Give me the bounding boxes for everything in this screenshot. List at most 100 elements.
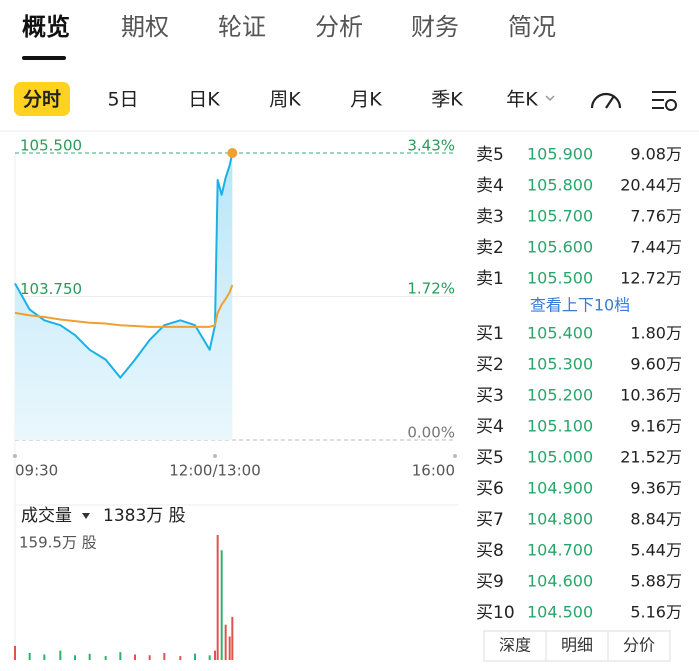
level-price: 105.100 (527, 417, 593, 436)
tab-button-label[interactable]: 深度 (499, 636, 531, 655)
price-area (15, 153, 233, 440)
level-label: 买5 (476, 448, 504, 468)
period-active-bg (14, 82, 70, 116)
dropdown-arrow (545, 95, 555, 102)
volume-bar (14, 645, 16, 660)
period-tab[interactable]: 5日 (107, 89, 138, 111)
level-volume: 9.36万 (630, 479, 682, 498)
volume-bar (179, 656, 182, 660)
tab[interactable]: 概览 (22, 13, 70, 41)
period-tab[interactable]: 季K (431, 89, 463, 111)
level-label: 卖4 (476, 176, 504, 196)
level-volume: 9.08万 (630, 145, 682, 164)
level-label: 买9 (476, 572, 504, 592)
level-price: 105.400 (527, 324, 593, 343)
level-label: 买10 (476, 603, 515, 623)
period-tab[interactable]: 日K (188, 89, 220, 111)
level-label: 买4 (476, 417, 504, 437)
level-price: 104.800 (527, 510, 593, 529)
volume-bar (43, 654, 46, 660)
level-volume: 5.88万 (630, 572, 682, 591)
volume-max-label: 159.5万 股 (19, 534, 97, 552)
tab-button[interactable] (483, 630, 547, 662)
volume-bar (214, 650, 216, 660)
level-volume: 21.52万 (620, 448, 682, 467)
volume-dropdown[interactable] (82, 513, 90, 519)
y-tick-label: 105.500 (20, 137, 82, 155)
level-price: 104.900 (527, 479, 593, 498)
x-tick-label: 16:00 (412, 462, 455, 480)
x-tick-label: 12:00/13:00 (169, 462, 261, 480)
period-tab[interactable]: 年K (506, 89, 538, 111)
indicator-icon[interactable] (590, 92, 622, 109)
volume-bar (220, 550, 223, 660)
tab-button-label[interactable]: 分价 (623, 636, 655, 655)
tab[interactable]: 期权 (121, 13, 169, 41)
level-price: 104.600 (527, 572, 593, 591)
x-tick-dot (13, 454, 17, 458)
level-volume: 7.44万 (630, 238, 682, 257)
level-price: 104.500 (527, 603, 593, 622)
tab-underline (22, 56, 66, 60)
y2-tick-label: 1.72% (407, 280, 455, 298)
average-line (14, 284, 234, 328)
volume-bar (148, 655, 151, 660)
volume-bar (163, 652, 166, 660)
x-tick-dot (453, 454, 457, 458)
settings-icon[interactable] (652, 91, 677, 111)
level-price: 105.300 (527, 355, 593, 374)
volume-bar (208, 655, 211, 660)
level-label: 卖5 (476, 145, 504, 165)
tab-button-label[interactable]: 明细 (561, 636, 593, 655)
level-price: 105.600 (527, 238, 593, 257)
volume-bar (59, 650, 62, 660)
level-volume: 5.44万 (630, 541, 682, 560)
tab[interactable]: 分析 (315, 13, 363, 41)
volume-bar (134, 654, 136, 660)
tab-button[interactable] (607, 630, 671, 662)
y2-tick-label: 3.43% (407, 137, 455, 155)
volume-bar (194, 653, 196, 660)
level-volume: 1.80万 (630, 324, 682, 343)
level-volume: 5.16万 (630, 603, 682, 622)
period-tab[interactable]: 分时 (23, 89, 61, 111)
level-label: 买1 (476, 324, 504, 344)
level-price: 105.500 (527, 269, 593, 288)
period-tab[interactable]: 周K (269, 89, 301, 111)
level-volume: 20.44万 (620, 176, 682, 195)
volume-bar (231, 616, 234, 660)
volume-bar (216, 535, 219, 660)
period-tab[interactable]: 月K (350, 89, 382, 111)
volume-bar (224, 624, 227, 660)
tab[interactable]: 简况 (508, 13, 556, 41)
y-tick-label: 103.750 (20, 280, 82, 298)
x-tick-dot (213, 454, 217, 458)
tab[interactable]: 轮证 (218, 13, 266, 41)
x-tick-label: 09:30 (15, 462, 58, 480)
level-volume: 7.76万 (630, 207, 682, 226)
volume-bar (104, 656, 107, 660)
volume-bar (228, 636, 231, 660)
level-label: 买8 (476, 541, 504, 561)
volume-title: 成交量 (21, 506, 72, 526)
level-label: 卖3 (476, 207, 504, 227)
level-volume: 9.60万 (630, 355, 682, 374)
level-price: 105.700 (527, 207, 593, 226)
price-line (14, 152, 234, 379)
level-price: 105.000 (527, 448, 593, 467)
level-price: 105.200 (527, 386, 593, 405)
tab-button[interactable] (545, 630, 609, 662)
level-label: 买2 (476, 355, 504, 375)
volume-bar (88, 653, 91, 660)
level-volume: 12.72万 (620, 269, 682, 288)
level-price: 105.900 (527, 145, 593, 164)
volume-total: 1383万 股 (103, 506, 186, 526)
more-levels[interactable]: 查看上下10档 (530, 296, 630, 315)
volume-bar (28, 652, 31, 660)
tab[interactable]: 财务 (411, 13, 459, 41)
level-volume: 9.16万 (630, 417, 682, 436)
level-volume: 10.36万 (620, 386, 682, 405)
volume-bar (119, 652, 122, 660)
